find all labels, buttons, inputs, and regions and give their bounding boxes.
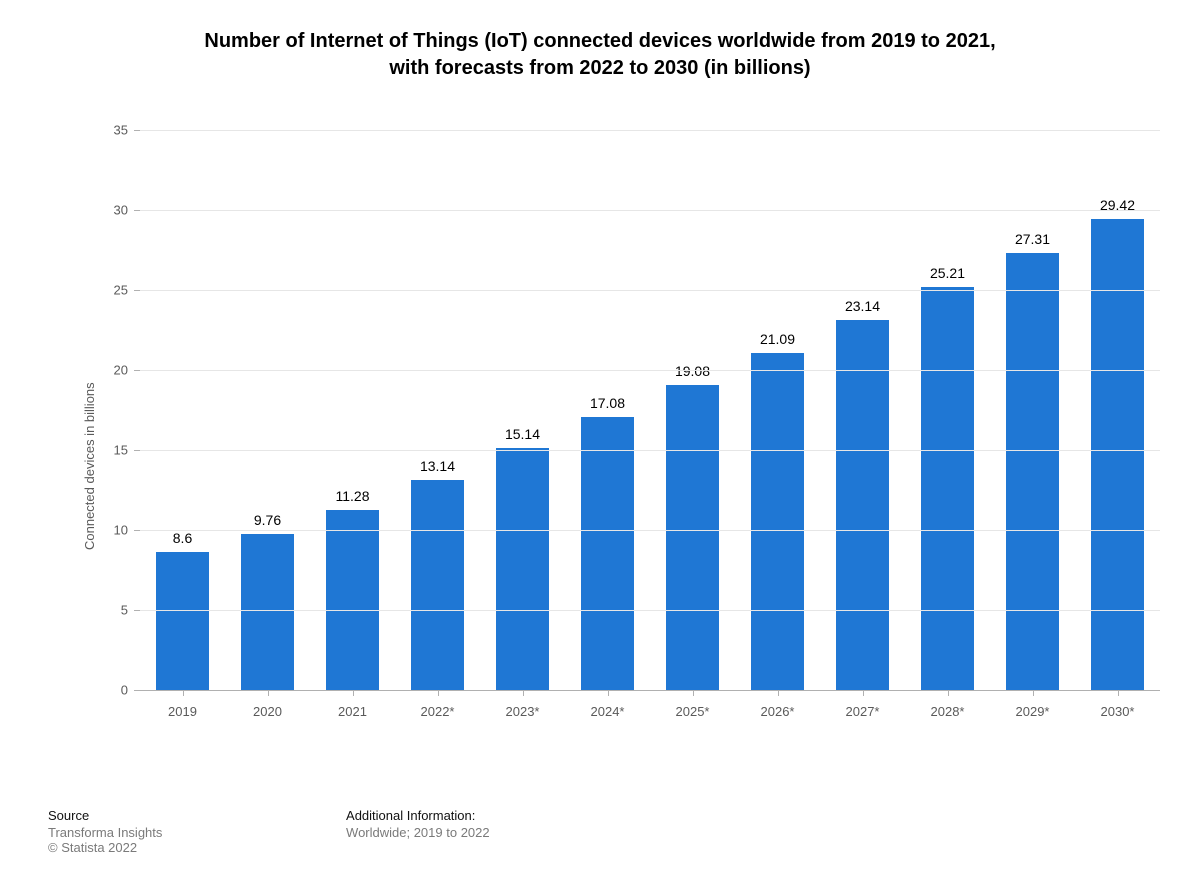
- grid-line: [140, 130, 1160, 131]
- grid-line: [140, 530, 1160, 531]
- x-tick-mark: [608, 690, 609, 696]
- bar-value-label: 21.09: [735, 331, 820, 347]
- y-tick-label: 15: [88, 443, 128, 458]
- bar-value-label: 11.28: [310, 488, 395, 504]
- bar: [326, 510, 379, 690]
- bar: [666, 385, 719, 690]
- bar-slot: 19.082025*: [650, 130, 735, 690]
- footer-info-line: Worldwide; 2019 to 2022: [346, 825, 490, 840]
- bar: [921, 287, 974, 690]
- x-tick-mark: [1118, 690, 1119, 696]
- y-tick-label: 35: [88, 123, 128, 138]
- bar-value-label: 27.31: [990, 231, 1075, 247]
- chart-container: Number of Internet of Things (IoT) conne…: [0, 0, 1200, 895]
- bar-value-label: 9.76: [225, 512, 310, 528]
- y-tick-mark: [134, 690, 140, 691]
- bar-slot: 8.62019: [140, 130, 225, 690]
- x-tick-mark: [438, 690, 439, 696]
- bar-slot: 13.142022*: [395, 130, 480, 690]
- y-tick-mark: [134, 530, 140, 531]
- y-tick-mark: [134, 290, 140, 291]
- y-tick-mark: [134, 210, 140, 211]
- bar-value-label: 13.14: [395, 458, 480, 474]
- grid-line: [140, 290, 1160, 291]
- y-tick-mark: [134, 610, 140, 611]
- y-tick-label: 5: [88, 603, 128, 618]
- bar-value-label: 23.14: [820, 298, 905, 314]
- chart-title-line2: with forecasts from 2022 to 2030 (in bil…: [389, 57, 810, 79]
- y-tick-mark: [134, 450, 140, 451]
- y-tick-label: 30: [88, 203, 128, 218]
- x-tick-mark: [778, 690, 779, 696]
- bar-slot: 23.142027*: [820, 130, 905, 690]
- footer-info-heading: Additional Information:: [346, 808, 490, 823]
- bar-slot: 25.212028*: [905, 130, 990, 690]
- x-tick-mark: [948, 690, 949, 696]
- grid-line: [140, 610, 1160, 611]
- x-tick-mark: [523, 690, 524, 696]
- bar: [411, 480, 464, 690]
- bar: [836, 320, 889, 690]
- x-tick-mark: [353, 690, 354, 696]
- bar-value-label: 8.6: [140, 530, 225, 546]
- bar-slot: 11.282021: [310, 130, 395, 690]
- chart-footer: Source Transforma Insights © Statista 20…: [48, 808, 670, 855]
- footer-source-block: Source Transforma Insights © Statista 20…: [48, 808, 162, 855]
- chart-area: Connected devices in billions 8.620199.7…: [70, 120, 1170, 760]
- y-tick-label: 20: [88, 363, 128, 378]
- bar-slot: 29.422030*: [1075, 130, 1160, 690]
- y-tick-mark: [134, 130, 140, 131]
- plot-area: 8.620199.76202011.28202113.142022*15.142…: [140, 130, 1160, 691]
- x-tick-mark: [863, 690, 864, 696]
- bar: [1006, 253, 1059, 690]
- x-tick-mark: [268, 690, 269, 696]
- y-tick-label: 10: [88, 523, 128, 538]
- x-tick-mark: [1033, 690, 1034, 696]
- footer-source-line1: Transforma Insights: [48, 825, 162, 840]
- footer-info-block: Additional Information: Worldwide; 2019 …: [346, 808, 490, 840]
- bar: [581, 417, 634, 690]
- chart-title: Number of Internet of Things (IoT) conne…: [0, 0, 1200, 82]
- bar-slot: 15.142023*: [480, 130, 565, 690]
- bars-group: 8.620199.76202011.28202113.142022*15.142…: [140, 130, 1160, 690]
- bar-slot: 17.082024*: [565, 130, 650, 690]
- grid-line: [140, 450, 1160, 451]
- bar-value-label: 25.21: [905, 265, 990, 281]
- chart-title-line1: Number of Internet of Things (IoT) conne…: [204, 30, 995, 52]
- bar: [241, 534, 294, 690]
- footer-source-heading: Source: [48, 808, 162, 823]
- bar: [156, 552, 209, 690]
- x-tick-mark: [183, 690, 184, 696]
- bar-slot: 9.762020: [225, 130, 310, 690]
- y-tick-label: 0: [88, 683, 128, 698]
- footer-source-line2: © Statista 2022: [48, 840, 162, 855]
- grid-line: [140, 370, 1160, 371]
- x-tick-mark: [693, 690, 694, 696]
- bar-value-label: 15.14: [480, 426, 565, 442]
- bar-value-label: 17.08: [565, 395, 650, 411]
- bar-slot: 27.312029*: [990, 130, 1075, 690]
- bar: [496, 448, 549, 690]
- bar: [751, 353, 804, 690]
- bar-slot: 21.092026*: [735, 130, 820, 690]
- grid-line: [140, 210, 1160, 211]
- y-tick-label: 25: [88, 283, 128, 298]
- y-tick-mark: [134, 370, 140, 371]
